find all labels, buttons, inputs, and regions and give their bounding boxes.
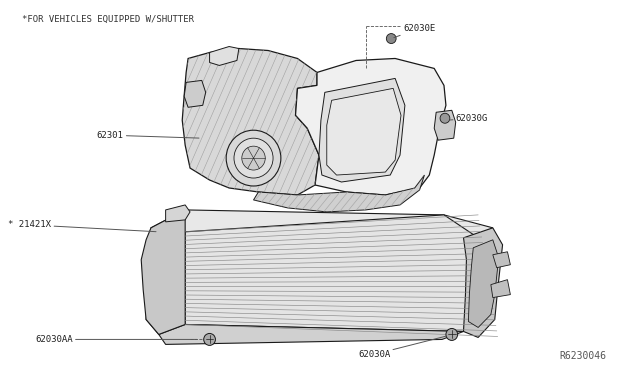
Text: 62301: 62301 [97,131,199,140]
Circle shape [440,113,450,123]
Circle shape [387,33,396,44]
Polygon shape [493,252,510,268]
Polygon shape [209,46,239,65]
Text: *FOR VEHICLES EQUIPPED W/SHUTTER: *FOR VEHICLES EQUIPPED W/SHUTTER [22,15,194,24]
Polygon shape [182,48,319,195]
Polygon shape [146,228,185,334]
Polygon shape [468,240,499,327]
Text: 62030E: 62030E [394,24,435,38]
Circle shape [204,333,216,346]
Polygon shape [184,80,205,107]
Polygon shape [491,280,510,298]
Circle shape [242,146,265,170]
Circle shape [446,328,458,340]
Polygon shape [141,210,185,334]
Circle shape [234,138,273,178]
Text: R6230046: R6230046 [559,351,606,361]
Polygon shape [296,58,446,195]
Polygon shape [327,89,401,175]
Text: 62030A: 62030A [358,336,446,359]
Polygon shape [151,210,493,238]
Polygon shape [159,324,463,344]
Polygon shape [185,215,478,331]
Polygon shape [319,78,405,182]
Text: 62030G: 62030G [450,114,488,123]
Polygon shape [253,175,424,212]
Text: * 21421X: * 21421X [8,220,156,232]
Text: 62030AA: 62030AA [35,335,197,344]
Circle shape [226,130,281,186]
Polygon shape [463,228,502,337]
Polygon shape [434,110,456,140]
Polygon shape [166,205,190,222]
